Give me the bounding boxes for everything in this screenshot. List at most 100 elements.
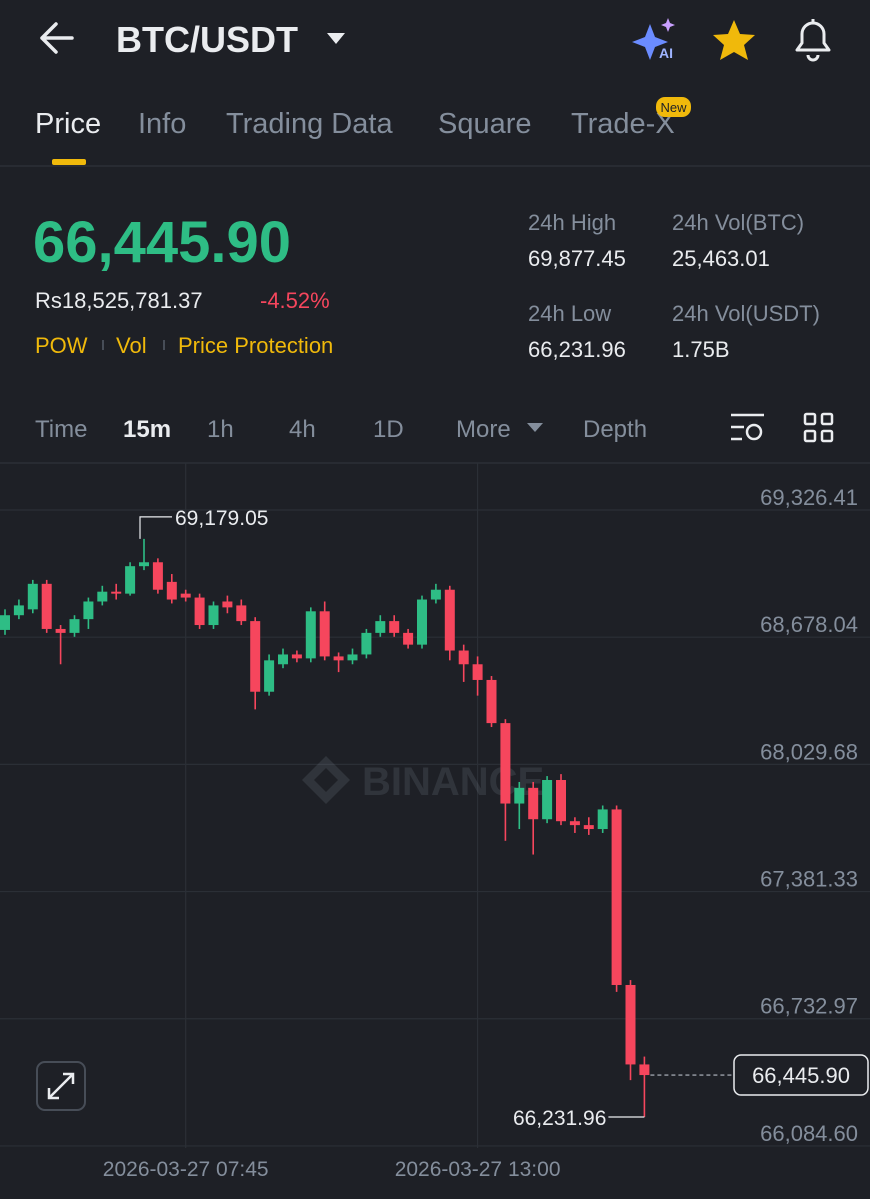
watermark-text: BINANCE: [362, 760, 544, 804]
candle-body: [166, 581, 177, 600]
candle-body: [250, 621, 261, 692]
x-tick-label: 2026-03-27 13:00: [395, 1158, 561, 1181]
interval-tab[interactable]: Depth: [583, 416, 647, 443]
last-price-box: [733, 1054, 869, 1096]
candle-body: [139, 562, 149, 567]
stat-value: 69,877.45: [528, 246, 626, 271]
last-price-label: 66,445.90: [752, 1063, 850, 1088]
y-tick-label: 68,678.04: [760, 612, 858, 637]
candle-body: [472, 664, 483, 680]
candle-body: [542, 779, 553, 820]
tag[interactable]: POW: [35, 333, 88, 358]
layout-button[interactable]: [803, 412, 834, 443]
candle-body: [639, 1064, 650, 1076]
candle-body: [347, 654, 358, 661]
tag[interactable]: Price Protection: [178, 333, 333, 358]
y-tick-label: 66,732.97: [760, 994, 858, 1019]
interval-tab[interactable]: Time: [35, 416, 87, 443]
new-badge-text: New: [660, 100, 687, 115]
price-change: -4.52%: [260, 288, 330, 313]
tab[interactable]: Info: [138, 108, 186, 140]
candle-body: [611, 809, 622, 985]
candle-body: [194, 597, 205, 626]
svg-text:AI: AI: [659, 45, 673, 61]
candle-body: [556, 779, 566, 822]
pair-dropdown[interactable]: [327, 33, 345, 44]
interval-tab[interactable]: 1h: [207, 416, 234, 443]
stat-value: 25,463.01: [672, 246, 770, 271]
y-tick-label: 67,381.33: [760, 867, 858, 892]
candle-body: [278, 654, 288, 665]
more-dropdown[interactable]: [527, 423, 543, 432]
candle-body: [152, 562, 163, 590]
candle-body: [583, 825, 594, 830]
interval-tab[interactable]: 1D: [373, 416, 404, 443]
stat-label: 24h Low: [528, 301, 611, 326]
candle-body: [125, 566, 136, 594]
indicator-settings-button[interactable]: [731, 413, 764, 441]
candle-body: [333, 656, 344, 661]
candle-body: [361, 632, 372, 655]
candle-body: [222, 601, 233, 608]
tab[interactable]: Square: [438, 108, 532, 140]
stat-value: 66,231.96: [528, 337, 626, 362]
candle-body: [41, 583, 52, 629]
x-tick-label: 2026-03-27 07:45: [103, 1158, 269, 1181]
candle-body: [486, 679, 497, 724]
candle-body: [0, 615, 10, 630]
max-label: 69,179.05: [175, 507, 268, 530]
candle-body: [305, 611, 316, 659]
stat-label: 24h Vol(BTC): [672, 210, 804, 235]
candle-body: [458, 650, 469, 665]
back-button[interactable]: [40, 22, 74, 54]
candle-body: [55, 628, 66, 633]
candle-body: [375, 621, 386, 633]
ai-button[interactable]: AI: [632, 18, 675, 61]
candle-body: [13, 605, 24, 616]
min-label: 66,231.96: [513, 1107, 606, 1130]
candle-body: [500, 723, 511, 804]
candle-body: [236, 605, 247, 622]
last-price: 66,445.90: [33, 210, 291, 275]
candle-body: [291, 654, 302, 659]
new-badge: [656, 97, 691, 117]
candle-body: [430, 589, 441, 600]
tab[interactable]: Trade-X: [571, 108, 675, 140]
candle-body: [417, 599, 427, 645]
candle-body: [444, 589, 455, 651]
candle-body: [319, 611, 330, 657]
y-tick-label: 66,084.60: [760, 1121, 858, 1146]
pair-title[interactable]: BTC/USDT: [116, 19, 298, 60]
candle-body: [264, 660, 275, 692]
watermark: BINANCE: [302, 756, 544, 804]
max-leader: [139, 516, 172, 539]
y-tick-label: 68,029.68: [760, 739, 858, 764]
candle-body: [180, 593, 191, 598]
interval-tab[interactable]: 15m: [123, 416, 171, 443]
candle-body: [597, 809, 608, 830]
tag[interactable]: Vol: [116, 333, 147, 358]
interval-tab[interactable]: More: [456, 416, 511, 443]
fullscreen-button[interactable]: [36, 1061, 86, 1111]
candle-body: [97, 591, 108, 602]
candle-body: [389, 621, 400, 633]
y-tick-label: 69,326.41: [760, 485, 858, 510]
candle-body: [208, 605, 219, 626]
candle-body: [514, 787, 525, 804]
tab[interactable]: Price: [35, 108, 101, 140]
candle-body: [625, 984, 636, 1065]
tab[interactable]: Trading Data: [226, 108, 393, 140]
candle-body: [83, 601, 94, 620]
candle-body: [403, 632, 414, 645]
interval-tab[interactable]: 4h: [289, 416, 316, 443]
favorite-star[interactable]: [713, 20, 755, 60]
bell-button[interactable]: [795, 19, 831, 62]
active-tab-indicator: [52, 159, 86, 165]
candle-body: [528, 787, 539, 820]
stat-value: 1.75B: [672, 337, 730, 362]
candle-body: [69, 619, 80, 633]
candle-body: [27, 583, 38, 610]
fiat-price: Rs18,525,781.37: [35, 288, 203, 313]
